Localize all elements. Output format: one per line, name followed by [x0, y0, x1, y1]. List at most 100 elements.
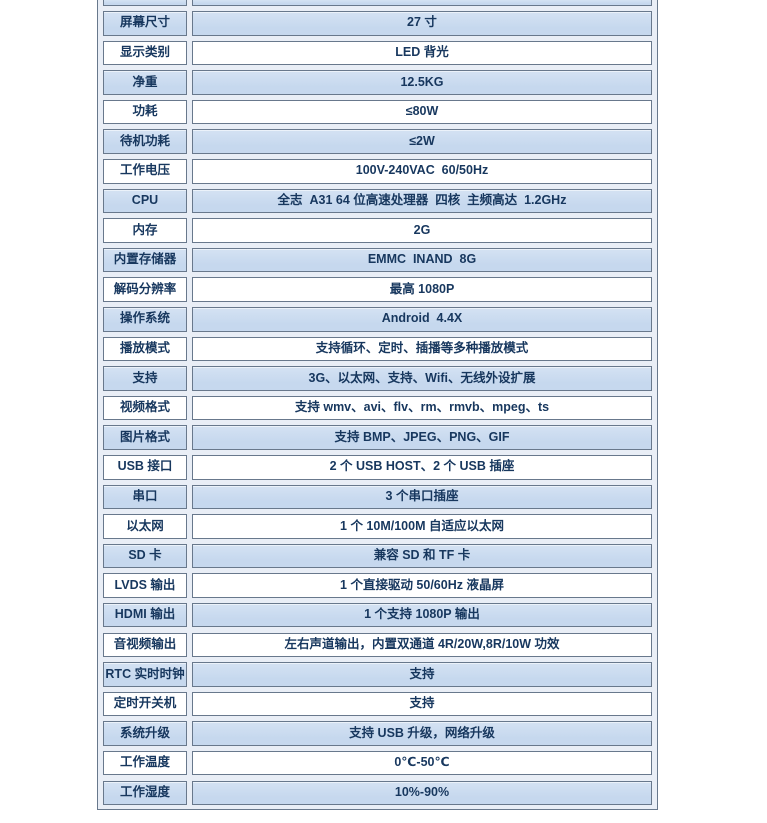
spec-label: 工作湿度	[119, 784, 170, 799]
spec-label-cell: 功耗	[103, 99, 187, 125]
spec-value: 支持	[409, 666, 435, 681]
table-row: RTC 实时时钟 支持	[103, 662, 652, 687]
table-row: 待机功耗 ≤2W	[103, 129, 652, 154]
spec-value-cell: LED 背光	[192, 40, 652, 66]
spec-label: 以太网	[126, 518, 164, 533]
spec-label: 解码分辨率	[113, 281, 177, 296]
spec-value: 支持 BMP、JPEG、PNG、GIF	[334, 429, 510, 444]
spec-value: 左右声道输出，内置双通道 4R/20W,8R/10W 功效	[284, 636, 560, 651]
spec-value: 支持	[409, 696, 435, 711]
spec-value: 2 个 USB HOST、2 个 USB 插座	[329, 459, 515, 474]
spec-value-cell: 2 个 USB HOST、2 个 USB 插座	[192, 455, 652, 480]
table-row: 系统升级 支持 USB 升级，网络升级	[103, 721, 652, 746]
spec-label-cell: 视频格式	[103, 395, 187, 421]
spec-value: 全志 A31 64 位高速处理器 四核 主频高达 1.2GHz	[277, 193, 567, 208]
spec-label-cell: CPU	[103, 188, 187, 214]
spec-label: 内置存储器	[113, 252, 177, 267]
spec-value-cell: 2G	[192, 218, 652, 243]
spec-value-cell: EMMC INAND 8G	[192, 247, 652, 273]
spec-value: 100V-240VAC 60/50Hz	[355, 163, 489, 178]
spec-label-cell: LVDS 输出	[103, 573, 187, 598]
spec-label: 音视频输出	[113, 636, 177, 651]
table-row: 图片格式 支持 BMP、JPEG、PNG、GIF	[103, 425, 652, 450]
spec-label: 操作系统	[119, 311, 170, 326]
table-row: 工作温度 0℃-50℃	[103, 750, 652, 776]
spec-label-cell: HDMI 输出	[103, 602, 187, 628]
table-row: 功耗 ≤80W	[103, 99, 652, 125]
spec-value: 12.5KG	[400, 74, 444, 89]
spec-label: CPU	[131, 193, 159, 208]
spec-value-cell: 27 寸	[192, 11, 652, 36]
spec-value-cell: 全志 A31 64 位高速处理器 四核 主频高达 1.2GHz	[192, 188, 652, 214]
spec-value-cell: 最高 1080P	[192, 277, 652, 302]
spec-value-cell: ≤2W	[192, 129, 652, 154]
spec-value: ≤80W	[405, 104, 439, 119]
table-row: HDMI 输出 1 个支持 1080P 输出	[103, 602, 652, 628]
spec-rows: 屏幕尺寸 27 寸显示类别 LED 背光净重 12.5KG 功耗 ≤80W 待机功耗 ≤2W 工…	[103, 11, 652, 806]
spec-value: 兼容 SD 和 TF 卡	[373, 548, 471, 563]
spec-label: 定时开关机	[113, 696, 177, 711]
spec-label: HDMI 输出	[114, 607, 176, 622]
table-row: 定时开关机 支持	[103, 691, 652, 717]
spec-label-cell: 待机功耗	[103, 129, 187, 154]
table-row: 显示类别 LED 背光	[103, 40, 652, 66]
table-row: 音视频输出 左右声道输出，内置双通道 4R/20W,8R/10W 功效	[103, 632, 652, 658]
spec-value-cell: 支持 USB 升级，网络升级	[192, 721, 652, 746]
table-row: 净重 12.5KG	[103, 70, 652, 95]
cutoff-label-cell	[103, 0, 187, 6]
spec-value: ≤2W	[409, 133, 435, 148]
table-row: SD 卡 兼容 SD 和 TF 卡	[103, 543, 652, 569]
spec-value-cell: Android 4.4X	[192, 307, 652, 332]
spec-label: 显示类别	[119, 45, 170, 60]
spec-value: LED 背光	[395, 45, 449, 60]
table-row: 屏幕尺寸 27 寸	[103, 11, 652, 36]
table-row: 内存 2G	[103, 218, 652, 243]
table-row: LVDS 输出 1 个直接驱动 50/60Hz 液晶屏	[103, 573, 652, 598]
spec-label-cell: 工作湿度	[103, 780, 187, 806]
spec-label-cell: 解码分辨率	[103, 277, 187, 302]
spec-value-cell: 支持 BMP、JPEG、PNG、GIF	[192, 425, 652, 450]
spec-label-cell: 支持	[103, 366, 187, 391]
spec-label: LVDS 输出	[114, 577, 176, 592]
spec-value: 最高 1080P	[389, 281, 455, 296]
table-row: 工作电压 100V-240VAC 60/50Hz	[103, 159, 652, 184]
spec-value: 支持循环、定时、插播等多种播放模式	[315, 341, 529, 355]
spec-label: RTC 实时时钟	[105, 666, 185, 681]
spec-label: 工作温度	[119, 755, 170, 770]
spec-label-cell: SD 卡	[103, 543, 187, 569]
spec-value-cell: 1 个直接驱动 50/60Hz 液晶屏	[192, 573, 652, 598]
spec-label-cell: 音视频输出	[103, 632, 187, 658]
spec-value: 3G、以太网、支持、Wifi、无线外设扩展	[308, 370, 536, 385]
spec-label: 功耗	[132, 104, 158, 119]
spec-value: 2G	[413, 222, 431, 237]
spec-label: 视频格式	[119, 400, 170, 415]
spec-label-cell: 串口	[103, 484, 187, 510]
spec-label-cell: 屏幕尺寸	[103, 11, 187, 36]
spec-value-cell: 0℃-50℃	[192, 750, 652, 776]
spec-value-cell: 左右声道输出，内置双通道 4R/20W,8R/10W 功效	[192, 632, 652, 658]
spec-table: 屏幕尺寸 27 寸显示类别 LED 背光净重 12.5KG 功耗 ≤80W 待机功耗 ≤2W 工…	[97, 0, 658, 811]
spec-label-cell: 图片格式	[103, 425, 187, 450]
spec-value: 支持 wmv、avi、flv、rm、rmvb、mpeg、ts	[294, 400, 550, 415]
spec-value: 27 寸	[407, 15, 437, 30]
spec-value-cell: 支持	[192, 691, 652, 717]
table-row: 视频格式 支持 wmv、avi、flv、rm、rmvb、mpeg、ts	[103, 395, 652, 421]
table-row: 解码分辨率 最高 1080P	[103, 277, 652, 302]
spec-value: EMMC INAND 8G	[367, 252, 477, 267]
spec-value-cell: ≤80W	[192, 99, 652, 125]
cutoff-value-cell	[192, 0, 652, 6]
spec-label: 图片格式	[119, 429, 170, 444]
table-row: 内置存储器 EMMC INAND 8G	[103, 247, 652, 273]
spec-table-cutoff-row	[103, 0, 652, 6]
spec-label-cell: 内存	[103, 218, 187, 243]
spec-value: 3 个串口插座	[385, 488, 459, 503]
spec-label-cell: 内置存储器	[103, 247, 187, 273]
spec-label: 屏幕尺寸	[119, 15, 170, 30]
spec-value-cell: 10%-90%	[192, 780, 652, 806]
spec-label-cell: USB 接口	[103, 455, 187, 480]
spec-value: 0℃-50℃	[394, 755, 450, 770]
table-row: 工作湿度 10%-90%	[103, 780, 652, 806]
spec-label: 播放模式	[119, 341, 170, 355]
spec-label: SD 卡	[128, 548, 162, 563]
spec-label-cell: 工作电压	[103, 159, 187, 184]
